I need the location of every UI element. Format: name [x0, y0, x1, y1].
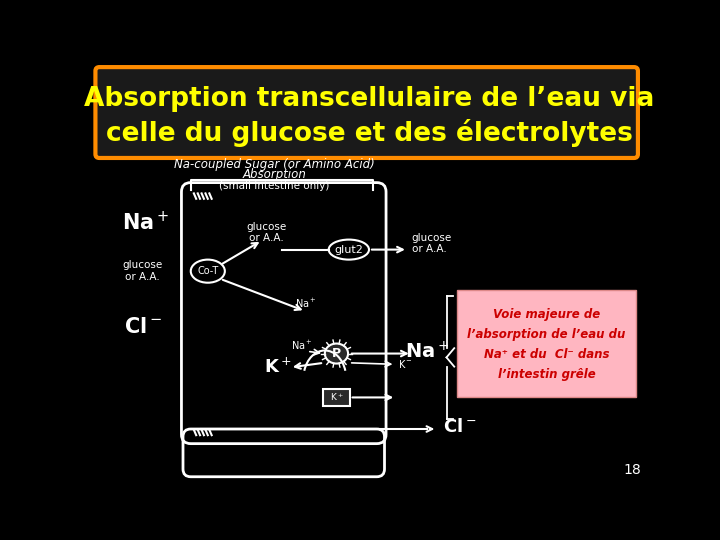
Text: Co-T: Co-T	[197, 266, 218, 276]
Text: Na$^+$: Na$^+$	[405, 341, 449, 363]
Text: Na$^+$: Na$^+$	[122, 211, 169, 234]
Text: K$^+$: K$^+$	[330, 392, 343, 403]
Ellipse shape	[191, 260, 225, 283]
Text: Na$^+$: Na$^+$	[291, 339, 312, 353]
Text: celle du glucose et des électrolytes: celle du glucose et des électrolytes	[106, 119, 632, 146]
Text: 18: 18	[624, 463, 642, 477]
Text: Absorption: Absorption	[243, 168, 307, 181]
Text: K$^-$: K$^-$	[398, 359, 413, 370]
FancyBboxPatch shape	[96, 67, 638, 158]
Text: Absorption transcellulaire de l’eau via: Absorption transcellulaire de l’eau via	[84, 86, 654, 112]
Text: K$^+$: K$^+$	[264, 358, 292, 377]
Ellipse shape	[325, 343, 348, 363]
FancyBboxPatch shape	[323, 389, 351, 406]
Text: Voie majeure de
l’absorption de l’eau du
Na⁺ et du  Cl⁻ dans
l’intestin grêle: Voie majeure de l’absorption de l’eau du…	[467, 308, 626, 381]
Text: glut2: glut2	[334, 245, 364, 254]
Ellipse shape	[329, 240, 369, 260]
FancyBboxPatch shape	[456, 291, 636, 397]
Text: glucose
or A.A.: glucose or A.A.	[412, 233, 452, 254]
Text: Cl$^-$: Cl$^-$	[443, 418, 476, 436]
Text: Na$^+$: Na$^+$	[294, 297, 316, 310]
Text: glucose
or A.A.: glucose or A.A.	[246, 222, 287, 244]
Text: glucose
or A.A.: glucose or A.A.	[122, 260, 163, 282]
Text: Na-coupled Sugar (or Amino Acid): Na-coupled Sugar (or Amino Acid)	[174, 158, 375, 171]
Text: P: P	[332, 347, 341, 360]
Text: (small intestine only): (small intestine only)	[220, 181, 330, 191]
Text: Cl$^-$: Cl$^-$	[124, 316, 162, 336]
